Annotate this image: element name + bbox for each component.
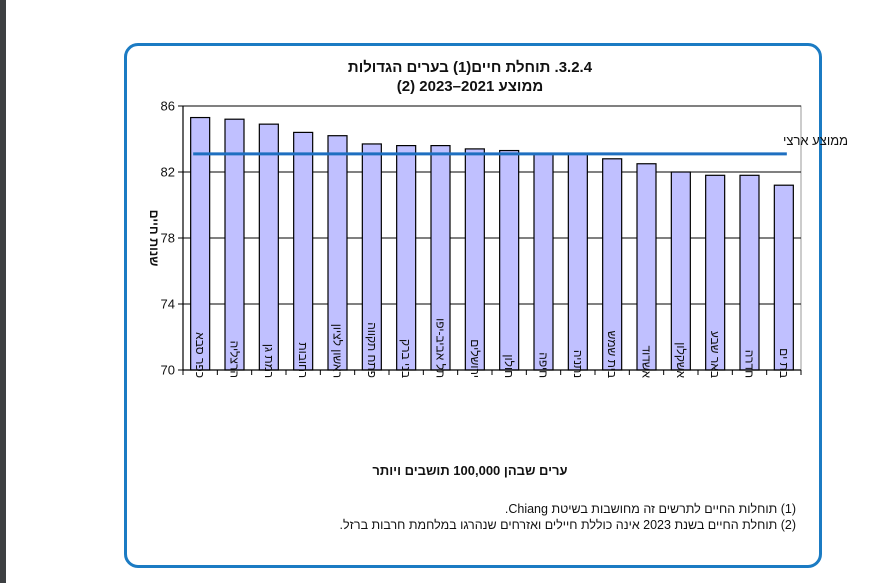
x-tick-label: בית שמש bbox=[605, 331, 619, 378]
legend-average-label: ממוצע ארצי bbox=[783, 133, 848, 148]
y-tick-label: 82 bbox=[161, 165, 175, 180]
x-tick-label: רחובות bbox=[296, 342, 310, 378]
x-tick-label: רמת גן bbox=[262, 344, 276, 378]
bar bbox=[258, 123, 279, 371]
footnotes: (1) תוחלות החיים לתרשים זה מחושבות בשיטת… bbox=[340, 501, 797, 533]
bar bbox=[499, 149, 520, 371]
x-tick-labels: כפר סבא הרצליה רמת גן רחובות ראשון לציון פתח … bbox=[193, 318, 791, 378]
x-tick-label: חיפה bbox=[537, 352, 551, 378]
x-tick-label: חולון bbox=[502, 354, 516, 378]
bar bbox=[224, 118, 245, 371]
y-tick-label: 86 bbox=[161, 99, 175, 114]
x-tick-label: פתח תקווה bbox=[365, 322, 379, 378]
bar bbox=[396, 145, 417, 371]
y-tick-labels: 70 74 78 82 86 bbox=[161, 99, 175, 378]
bar bbox=[636, 163, 657, 371]
window-edge bbox=[0, 0, 6, 583]
bar bbox=[293, 131, 314, 371]
y-tick-label: 74 bbox=[161, 297, 175, 312]
y-axis-label: שנות חיים bbox=[147, 210, 161, 267]
chart-title: 3.2.4. תוחלת חיים(1) בערים הגדולות bbox=[347, 59, 593, 76]
bar bbox=[739, 174, 760, 371]
axes bbox=[178, 105, 802, 375]
x-tick-label: חדרה bbox=[743, 350, 757, 378]
bar bbox=[567, 153, 588, 371]
x-tick-label: תל אביב-יפו bbox=[434, 318, 448, 378]
y-tick-label: 70 bbox=[161, 363, 175, 378]
chart-subtitle: ממוצע 2021–2023 (2) bbox=[396, 78, 544, 95]
x-tick-label: אשדוד bbox=[640, 346, 654, 379]
x-tick-label: ראשון לציון bbox=[331, 324, 345, 378]
x-tick-label: נתניה bbox=[571, 350, 585, 378]
x-tick-label: בת ים bbox=[777, 348, 791, 378]
bar bbox=[533, 153, 554, 371]
bar bbox=[464, 148, 485, 371]
x-tick-label: בני ברק bbox=[399, 339, 413, 378]
chart-title-block: 3.2.4. תוחלת חיים(1) בערים הגדולות ממוצע… bbox=[250, 58, 690, 96]
footnote-1: (1) תוחלות החיים לתרשים זה מחושבות בשיטת… bbox=[504, 502, 796, 516]
footnote-2: (2) תוחלת החיים בשנת 2023 אינה כוללת חיי… bbox=[339, 518, 797, 532]
bars bbox=[190, 116, 794, 371]
x-tick-label: כפר סבא bbox=[193, 332, 207, 378]
x-tick-label: אשקלון bbox=[674, 342, 688, 378]
x-axis-label: ערים שבהן 100,000 תושבים ויותר bbox=[372, 463, 567, 478]
x-tick-label: ירושלים bbox=[468, 339, 482, 378]
x-tick-label: הרצליה bbox=[228, 341, 242, 378]
y-tick-label: 78 bbox=[161, 231, 175, 246]
bar bbox=[773, 184, 794, 371]
bar bbox=[670, 171, 691, 371]
x-tick-label: באר שבע bbox=[708, 331, 722, 378]
